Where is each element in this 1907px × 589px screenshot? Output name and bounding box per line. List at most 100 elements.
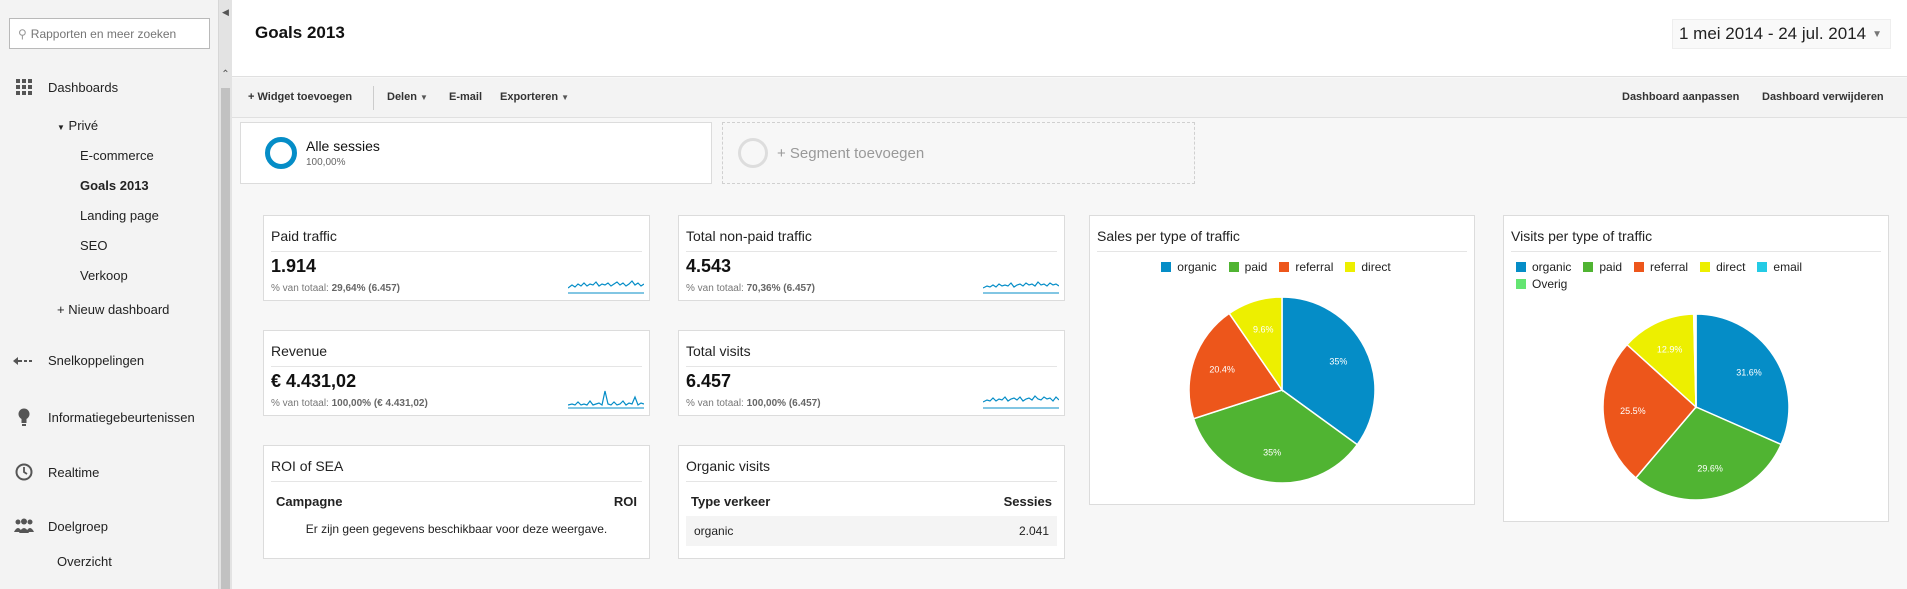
legend-swatch bbox=[1700, 262, 1711, 272]
widget-title: ROI of SEA bbox=[271, 458, 344, 474]
people-icon bbox=[0, 518, 48, 534]
pie-slice-organic[interactable] bbox=[1281, 296, 1376, 446]
pie-slice-organic[interactable] bbox=[1695, 313, 1790, 446]
search-box[interactable]: ⚲ bbox=[9, 18, 210, 49]
dashboard-item-verkoop[interactable]: Verkoop bbox=[80, 268, 128, 283]
export-button[interactable]: Exporteren ▼ bbox=[500, 91, 569, 103]
pie-data-label: 12.9% bbox=[1657, 345, 1683, 355]
widget-title: Paid traffic bbox=[271, 228, 337, 244]
chart-legend: organic paid referral direct bbox=[1090, 260, 1474, 277]
legend-swatch bbox=[1228, 262, 1239, 272]
search-input[interactable] bbox=[30, 26, 201, 41]
widget-divider bbox=[271, 481, 642, 482]
clock-icon bbox=[0, 463, 48, 481]
scroll-up-icon[interactable]: ⌃ bbox=[221, 69, 230, 80]
widget-sales-per-traffic: Sales per type of traffic organic paid ref… bbox=[1089, 215, 1475, 505]
widget-divider bbox=[271, 366, 642, 367]
pie-data-label: 25.5% bbox=[1620, 406, 1646, 416]
column-header-traffic-type[interactable]: Type verkeer bbox=[691, 494, 771, 509]
legend-label: paid bbox=[1599, 260, 1623, 274]
pie-slice-referral[interactable] bbox=[1188, 312, 1284, 420]
widget-total-visits: Total visits 6.457 % van totaal: 100,00%… bbox=[678, 330, 1065, 416]
column-header-sessions[interactable]: Sessies bbox=[1003, 494, 1052, 509]
add-segment-button[interactable]: + Segment toevoegen bbox=[722, 122, 1195, 184]
sidebar: ⚲ Dashboards ▼ Privé E-commerce Goals 20… bbox=[0, 0, 218, 589]
pie-slice-direct[interactable] bbox=[1625, 313, 1697, 409]
legend-item-referral[interactable]: referral bbox=[1634, 260, 1688, 274]
pie-data-label: 9.6% bbox=[1253, 325, 1274, 335]
subtext-value: 29,64% (6.457) bbox=[331, 283, 400, 294]
search-icon: ⚲ bbox=[18, 26, 27, 41]
segment-all-sessions[interactable]: Alle sessies 100,00% bbox=[240, 122, 712, 184]
pie-slice-overig[interactable] bbox=[1694, 313, 1697, 408]
widget-divider bbox=[1097, 251, 1467, 252]
date-range-label: 1 mei 2014 - 24 jul. 2014 bbox=[1679, 24, 1867, 43]
legend-swatch bbox=[1161, 262, 1172, 272]
nav-realtime[interactable]: Realtime bbox=[0, 463, 99, 481]
dashboard-item-goals-2013[interactable]: Goals 2013 bbox=[80, 178, 149, 193]
pie-data-label: 31.6% bbox=[1736, 367, 1762, 377]
widget-non-paid-traffic: Total non-paid traffic 4.543 % van totaa… bbox=[678, 215, 1065, 301]
new-dashboard-link[interactable]: + Nieuw dashboard bbox=[57, 302, 170, 317]
nav-overview[interactable]: Overzicht bbox=[57, 554, 112, 569]
legend-item-direct[interactable]: direct bbox=[1700, 260, 1745, 274]
email-button[interactable]: E-mail bbox=[449, 91, 483, 103]
table-header: Type verkeer Sessies bbox=[691, 494, 1052, 509]
pie-slice-direct[interactable] bbox=[1228, 296, 1283, 393]
column-header-campaign[interactable]: Campagne bbox=[276, 494, 343, 509]
pie-slice-paid[interactable] bbox=[1634, 406, 1783, 501]
nav-audience[interactable]: Doelgroep bbox=[0, 518, 108, 534]
nav-shortcuts[interactable]: Snelkoppelingen bbox=[0, 353, 144, 368]
add-widget-button[interactable]: + Widget toevoegen bbox=[248, 91, 353, 103]
legend-label: direct bbox=[1361, 260, 1391, 274]
legend-item-direct[interactable]: direct bbox=[1345, 260, 1391, 274]
nav-dashboards[interactable]: Dashboards bbox=[0, 79, 118, 95]
dashboard-item-ecommerce[interactable]: E-commerce bbox=[80, 148, 154, 163]
dashboard-item-seo[interactable]: SEO bbox=[80, 238, 108, 253]
widget-value: 1.914 bbox=[271, 256, 317, 276]
delete-dashboard-button[interactable]: Dashboard verwijderen bbox=[1762, 91, 1884, 103]
shortcut-arrow-icon bbox=[0, 356, 48, 366]
chart-title: Sales per type of traffic bbox=[1097, 228, 1240, 244]
legend-item-referral[interactable]: referral bbox=[1279, 260, 1333, 274]
nav-realtime-label: Realtime bbox=[48, 464, 100, 480]
widget-visits-per-traffic: Visits per type of traffic organic paid re… bbox=[1503, 215, 1889, 522]
legend-item-organic[interactable]: organic bbox=[1161, 260, 1217, 274]
share-button[interactable]: Delen ▼ bbox=[387, 91, 428, 103]
widget-divider bbox=[686, 481, 1057, 482]
legend-item-paid[interactable]: paid bbox=[1583, 260, 1622, 274]
share-label: Delen bbox=[387, 91, 417, 103]
pie-slice-referral[interactable] bbox=[1602, 343, 1698, 479]
widget-divider bbox=[271, 251, 642, 252]
nav-shortcuts-label: Snelkoppelingen bbox=[48, 353, 145, 368]
legend-item-email[interactable]: email bbox=[1757, 260, 1802, 274]
pie-slice-paid[interactable] bbox=[1192, 389, 1359, 484]
dashboard-item-landing-page[interactable]: Landing page bbox=[80, 208, 159, 223]
legend-item-overig[interactable]: Overig bbox=[1516, 277, 1567, 291]
legend-label: paid bbox=[1244, 260, 1268, 274]
segment-name: Alle sessies bbox=[306, 138, 380, 154]
collapse-sidebar-icon[interactable]: ◀ bbox=[222, 7, 229, 17]
sparkline bbox=[983, 395, 1059, 409]
widget-value: 4.543 bbox=[686, 256, 732, 276]
customize-dashboard-button[interactable]: Dashboard aanpassen bbox=[1622, 91, 1740, 103]
legend-item-organic[interactable]: organic bbox=[1516, 260, 1571, 274]
legend-item-paid[interactable]: paid bbox=[1228, 260, 1268, 274]
sidebar-scrollbar-thumb[interactable] bbox=[221, 88, 230, 589]
date-range-picker[interactable]: 1 mei 2014 - 24 jul. 2014 ▼ bbox=[1672, 19, 1892, 49]
widget-divider bbox=[1511, 251, 1881, 252]
subtext-label: % van totaal: bbox=[271, 398, 329, 409]
legend-swatch bbox=[1345, 262, 1356, 272]
segment-ring-icon bbox=[738, 138, 768, 168]
legend-label: Overig bbox=[1532, 277, 1568, 291]
widget-divider bbox=[686, 251, 1057, 252]
nav-prive-label: Privé bbox=[68, 118, 99, 133]
nav-dashboards-label: Dashboards bbox=[48, 79, 119, 95]
nav-events-label: Informatiegebeurtenissen bbox=[48, 409, 195, 425]
nav-prive[interactable]: ▼ Privé bbox=[57, 118, 98, 133]
widget-revenue: Revenue € 4.431,02 % van totaal: 100,00%… bbox=[263, 330, 650, 416]
nav-events[interactable]: Informatiegebeurtenissen bbox=[0, 408, 195, 426]
column-header-roi[interactable]: ROI bbox=[613, 494, 637, 509]
widget-subtext: % van totaal: 100,00% (6.457) bbox=[686, 398, 821, 409]
pie-data-label: 35% bbox=[1263, 447, 1281, 457]
